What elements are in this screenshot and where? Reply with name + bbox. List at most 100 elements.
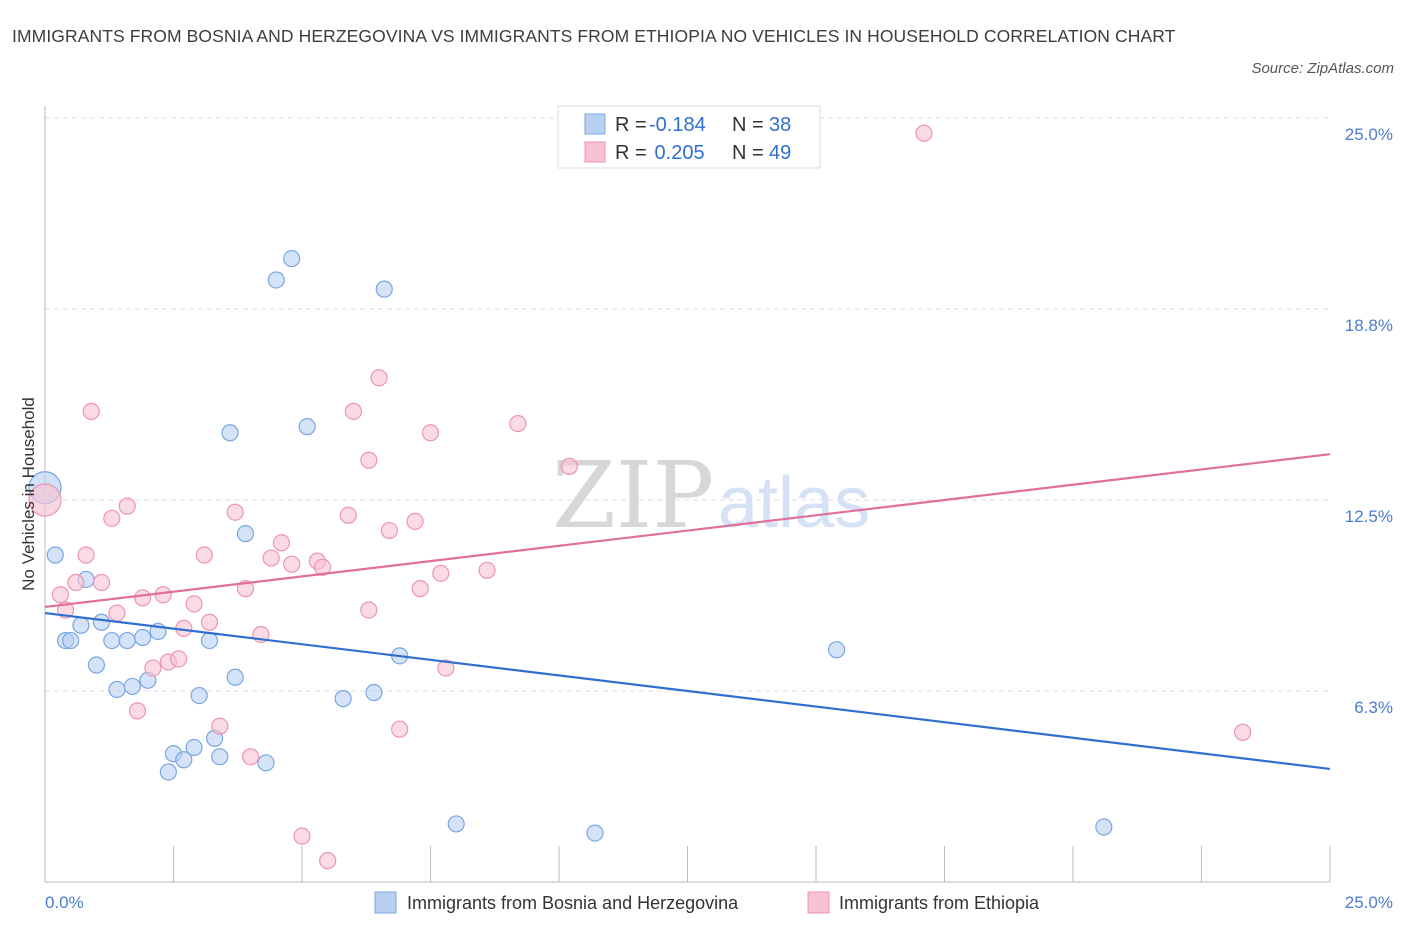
ethiopia-point-35 <box>360 601 378 619</box>
ethiopia-point-32 <box>339 506 357 524</box>
ethiopia-point-42 <box>432 564 450 582</box>
bottom-legend-label-bosnia: Immigrants from Bosnia and Herzegovina <box>407 893 739 913</box>
trend-lines <box>44 453 1331 771</box>
bosnia-point-15 <box>159 763 177 781</box>
ethiopia-point-8 <box>108 604 126 622</box>
bosnia-point-3 <box>62 631 80 650</box>
y-tick-label-3: 25.0% <box>1345 125 1393 144</box>
bosnia-point-35 <box>586 824 604 842</box>
ethiopia-point-39 <box>406 512 424 530</box>
ethiopia-point-0 <box>28 483 62 517</box>
watermark-atlas: atlas <box>718 463 870 543</box>
ethiopia-point-9 <box>118 497 136 515</box>
ethiopia-point-4 <box>77 546 95 564</box>
y-tick-label-2: 18.8% <box>1345 316 1393 335</box>
bosnia-trend-line <box>44 611 1331 771</box>
bosnia-point-27 <box>267 271 285 289</box>
ethiopia-point-38 <box>391 720 409 738</box>
bosnia-point-19 <box>190 686 208 705</box>
ethiopia-point-37 <box>380 521 398 540</box>
bosnia-point-28 <box>283 249 301 268</box>
y-axis-label: No Vehicles in Household <box>19 397 38 591</box>
ethiopia-point-15 <box>170 650 188 668</box>
legend-n-label-bosnia: N = <box>732 114 764 136</box>
legend-r-value-bosnia: -0.184 <box>649 114 706 136</box>
ethiopia-point-21 <box>226 503 244 521</box>
ethiopia-point-46 <box>560 457 578 475</box>
bosnia-point-32 <box>375 280 393 298</box>
legend-swatch-ethiopia <box>584 141 606 163</box>
ethiopia-point-33 <box>344 402 362 420</box>
ethiopia-point-44 <box>478 561 496 579</box>
ethiopia-point-47 <box>915 124 933 142</box>
ethiopia-point-30 <box>313 558 332 576</box>
x-tick-label-1: 25.0% <box>1345 893 1393 912</box>
bosnia-point-23 <box>221 424 239 442</box>
bosnia-point-10 <box>118 631 136 650</box>
legend-r-label-bosnia: R = <box>615 114 647 136</box>
ethiopia-point-36 <box>370 369 388 387</box>
ethiopia-point-6 <box>92 573 111 592</box>
ethiopia-point-25 <box>262 549 280 567</box>
ethiopia-point-48 <box>1234 723 1252 741</box>
legend-box: R = -0.184 N = 38 R = 0.205 N = 49 <box>557 105 821 169</box>
ethiopia-point-20 <box>211 717 229 735</box>
bosnia-point-25 <box>236 525 255 543</box>
bosnia-point-37 <box>1095 818 1113 836</box>
bottom-legend-swatch-bosnia <box>374 891 397 914</box>
bosnia-point-1 <box>46 546 64 564</box>
legend-n-value-ethiopia: 49 <box>769 142 791 164</box>
legend-n-value-bosnia: 38 <box>769 114 791 136</box>
ethiopia-point-10 <box>128 702 147 720</box>
ethiopia-point-43 <box>437 659 455 677</box>
bottom-legend-label-ethiopia: Immigrants from Ethiopia <box>839 893 1040 913</box>
bosnia-point-36 <box>827 641 846 659</box>
source-label: Source: ZipAtlas.com <box>1251 60 1394 77</box>
bosnia-point-26 <box>257 754 275 772</box>
ethiopia-point-13 <box>154 586 172 604</box>
legend-r-value-ethiopia: 0.205 <box>649 142 705 164</box>
bosnia-point-7 <box>92 613 111 631</box>
x-tick-labels: 0.0% 25.0% <box>45 893 1393 912</box>
bosnia-point-6 <box>87 656 106 674</box>
ethiopia-point-23 <box>242 748 260 766</box>
ethiopia-point-3 <box>67 573 85 592</box>
series-ethiopia-points <box>28 124 1252 870</box>
chart-title: IMMIGRANTS FROM BOSNIA AND HERZEGOVINA V… <box>12 26 1176 46</box>
bottom-legend: Immigrants from Bosnia and Herzegovina I… <box>374 891 1040 914</box>
y-tick-label-0: 6.3% <box>1354 698 1393 717</box>
bosnia-point-11 <box>123 677 141 696</box>
ethiopia-point-27 <box>283 555 301 573</box>
ethiopia-point-28 <box>293 827 311 845</box>
ethiopia-point-34 <box>360 451 378 469</box>
watermark: ZIP atlas <box>552 442 870 549</box>
ethiopia-trend-line <box>44 453 1331 609</box>
y-tick-label-1: 12.5% <box>1345 507 1393 526</box>
grid-lines <box>45 117 1330 692</box>
x-tick-label-0: 0.0% <box>45 893 84 912</box>
bosnia-point-31 <box>365 683 383 702</box>
ethiopia-point-17 <box>185 595 203 613</box>
y-tick-labels: 6.3% 12.5% 18.8% 25.0% <box>1345 125 1393 717</box>
watermark-zip: ZIP <box>552 442 714 549</box>
bosnia-point-12 <box>134 628 152 647</box>
bosnia-point-22 <box>211 748 229 766</box>
legend-swatch-bosnia <box>584 113 606 135</box>
ethiopia-point-19 <box>200 613 219 631</box>
bosnia-point-24 <box>226 668 244 686</box>
ethiopia-point-5 <box>82 402 100 420</box>
legend-r-label-ethiopia: R = <box>615 142 647 164</box>
ethiopia-point-40 <box>411 580 429 598</box>
ethiopia-point-45 <box>509 415 527 433</box>
bosnia-point-30 <box>334 690 352 708</box>
ethiopia-point-12 <box>144 659 162 677</box>
ethiopia-point-18 <box>195 546 213 564</box>
legend-n-label-ethiopia: N = <box>732 142 764 164</box>
ethiopia-point-41 <box>421 424 440 442</box>
ethiopia-point-7 <box>103 509 121 527</box>
bottom-legend-swatch-ethiopia <box>807 891 830 914</box>
bosnia-point-18 <box>185 738 203 757</box>
bosnia-point-20 <box>200 631 219 650</box>
bosnia-point-29 <box>298 418 316 436</box>
